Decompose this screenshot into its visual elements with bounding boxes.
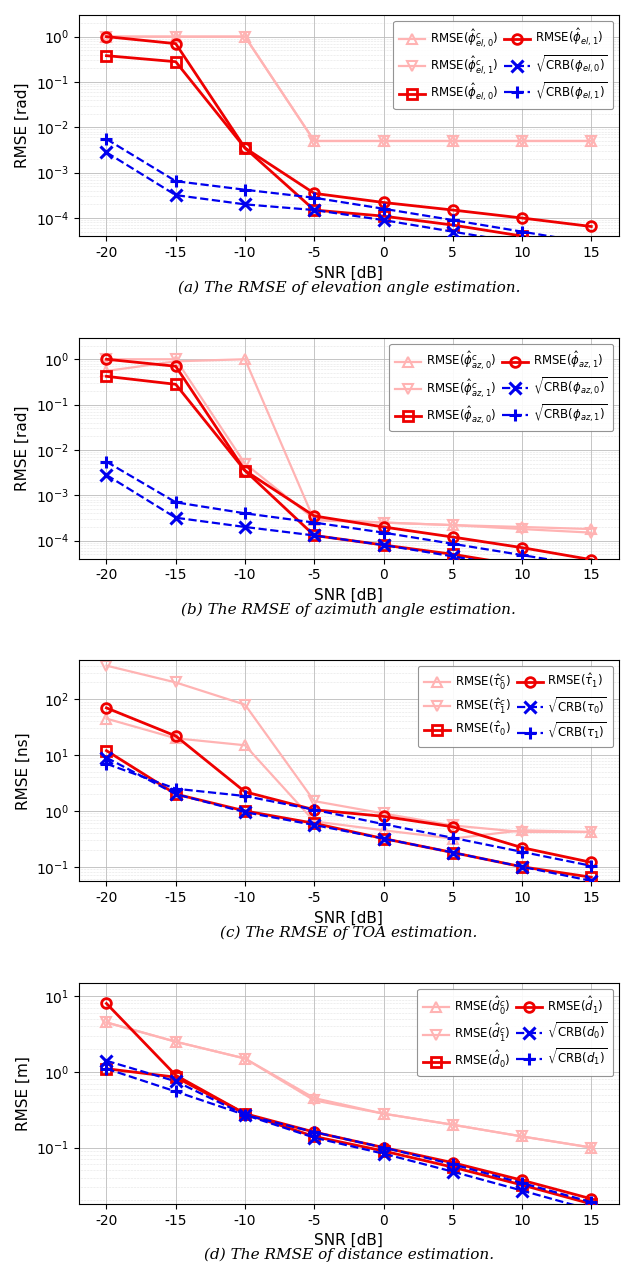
- Y-axis label: RMSE [ns]: RMSE [ns]: [15, 732, 30, 809]
- Legend: RMSE($\hat{\phi}^c_{az,0}$), RMSE($\hat{\phi}^c_{az,1}$), RMSE($\hat{\phi}_{az,0: RMSE($\hat{\phi}^c_{az,0}$), RMSE($\hat{…: [389, 343, 613, 431]
- X-axis label: SNR [dB]: SNR [dB]: [314, 588, 384, 604]
- X-axis label: SNR [dB]: SNR [dB]: [314, 911, 384, 925]
- Text: (c) The RMSE of TOA estimation.: (c) The RMSE of TOA estimation.: [220, 925, 477, 940]
- Legend: RMSE($\hat{\tau}^c_0$), RMSE($\hat{\tau}^c_1$), RMSE($\hat{\tau}_0$), RMSE($\hat: RMSE($\hat{\tau}^c_0$), RMSE($\hat{\tau}…: [418, 666, 613, 748]
- X-axis label: SNR [dB]: SNR [dB]: [314, 265, 384, 281]
- Y-axis label: RMSE [m]: RMSE [m]: [15, 1057, 30, 1131]
- Text: (b) The RMSE of azimuth angle estimation.: (b) The RMSE of azimuth angle estimation…: [181, 602, 516, 618]
- Text: (a) The RMSE of elevation angle estimation.: (a) The RMSE of elevation angle estimati…: [178, 281, 520, 295]
- Text: (d) The RMSE of distance estimation.: (d) The RMSE of distance estimation.: [204, 1248, 494, 1262]
- X-axis label: SNR [dB]: SNR [dB]: [314, 1233, 384, 1248]
- Y-axis label: RMSE [rad]: RMSE [rad]: [15, 83, 30, 168]
- Y-axis label: RMSE [rad]: RMSE [rad]: [15, 406, 30, 491]
- Legend: RMSE($\hat{d}^c_0$), RMSE($\hat{d}^c_1$), RMSE($\hat{d}_0$), RMSE($\hat{d}_1$), : RMSE($\hat{d}^c_0$), RMSE($\hat{d}^c_1$)…: [417, 989, 613, 1076]
- Legend: RMSE($\hat{\phi}^c_{el,0}$), RMSE($\hat{\phi}^c_{el,1}$), RMSE($\hat{\phi}_{el,0: RMSE($\hat{\phi}^c_{el,0}$), RMSE($\hat{…: [393, 20, 613, 108]
